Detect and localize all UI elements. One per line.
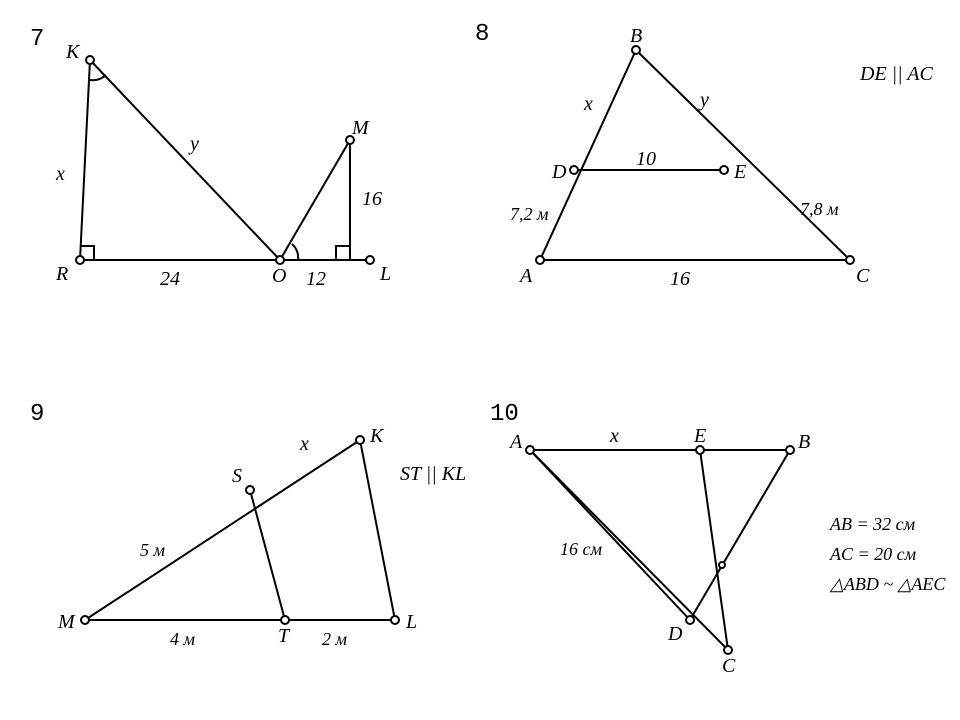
condition-label: ST || KL <box>400 463 466 485</box>
condition-label: AC = 20 см <box>829 544 917 564</box>
vertex-label: K <box>369 425 385 447</box>
problem-7: 7 K R O L M x y 16 24 12 <box>30 26 391 290</box>
vertex-label: C <box>722 655 736 677</box>
vertex-label: S <box>232 465 242 487</box>
vertex-label: D <box>667 623 683 645</box>
vertex-label: A <box>508 431 523 453</box>
problem-9: 9 M T L S K x 5 м 4 м 2 м ST || KL <box>30 401 466 649</box>
vertex-label: A <box>518 265 533 287</box>
side-label: 4 м <box>170 629 196 649</box>
right-angle-icon <box>336 246 350 260</box>
problem-8: 8 B D E A C x y 10 7,2 м 7,8 м 16 DE || … <box>475 21 934 290</box>
vertex-label: R <box>55 263 68 285</box>
vertex-label: B <box>798 431 810 453</box>
vertex-label: D <box>551 161 567 183</box>
side-label: 2 м <box>322 629 348 649</box>
condition-label: AB = 32 см <box>829 514 916 534</box>
side-label: x <box>299 433 309 455</box>
angle-arc <box>292 244 298 260</box>
angle-arc <box>90 75 106 80</box>
vertex-label: E <box>733 161 746 183</box>
vertex-label: C <box>856 265 870 287</box>
vertex-label: E <box>693 425 706 447</box>
side-label: y <box>698 89 709 111</box>
vertex-label: L <box>379 263 391 285</box>
side-label: x <box>609 425 619 447</box>
vertex-label: M <box>351 117 370 139</box>
vertex-label: T <box>278 625 291 647</box>
problem-number: 7 <box>30 26 44 53</box>
condition-label: DE || AC <box>859 63 934 85</box>
side-label: 24 <box>160 268 180 290</box>
vertex-label: K <box>65 41 81 63</box>
side-label: y <box>188 133 199 155</box>
problem-number: 9 <box>30 401 44 428</box>
problem-number: 10 <box>490 401 519 428</box>
side-label: 7,2 м <box>510 204 549 224</box>
side-label: x <box>55 163 65 185</box>
vertex-label: O <box>272 265 286 287</box>
condition-label: △ABD ~ △AEC <box>829 574 946 594</box>
side-label: 10 <box>636 148 656 170</box>
vertex-label: B <box>630 25 642 47</box>
vertex-label: M <box>57 611 76 633</box>
vertex-label: L <box>405 611 417 633</box>
problem-number: 8 <box>475 21 489 48</box>
problem-10: 10 A E B D C x 16 см AB = 32 см AC = 20 … <box>490 401 946 677</box>
side-label: 16 <box>670 268 690 290</box>
side-label: 5 м <box>140 540 166 560</box>
side-label: 16 <box>362 188 382 210</box>
side-label: x <box>583 93 593 115</box>
side-label: 12 <box>306 268 326 290</box>
side-label: 7,8 м <box>800 199 839 219</box>
side-label: 16 см <box>560 539 602 559</box>
